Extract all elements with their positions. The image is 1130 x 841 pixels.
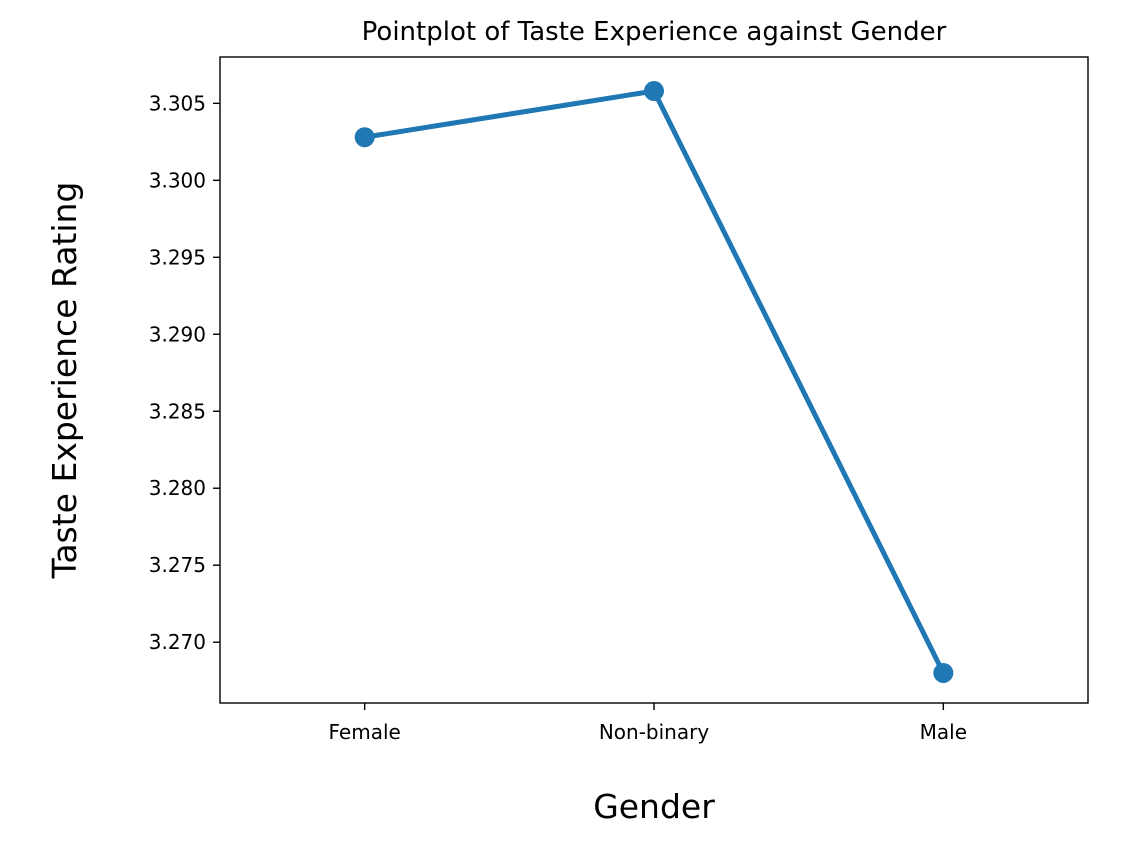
data-point-non-binary xyxy=(644,81,664,102)
y-tick-label: 3.295 xyxy=(149,245,206,269)
chart-title: Pointplot of Taste Experience against Ge… xyxy=(362,17,947,47)
series-line xyxy=(362,88,946,676)
y-tick-label: 3.305 xyxy=(149,91,206,115)
y-tick-label: 3.275 xyxy=(149,553,206,577)
data-point-male xyxy=(933,662,954,683)
data-point-female xyxy=(354,127,375,148)
x-tick-label: Non-binary xyxy=(599,720,709,744)
y-tick-label: 3.300 xyxy=(149,168,206,192)
series-layer xyxy=(354,81,954,683)
x-tick-label: Male xyxy=(920,720,967,744)
x-axis-ticks: Female Non-binary Male xyxy=(329,703,967,744)
y-axis-ticks: 3.270 3.275 3.280 3.285 3.290 3.295 3.300 3.305 xyxy=(149,91,220,654)
y-tick-label: 3.290 xyxy=(149,322,206,346)
y-tick-label: 3.280 xyxy=(149,476,206,500)
y-tick-label: 3.270 xyxy=(149,630,206,654)
y-tick-label: 3.285 xyxy=(149,399,206,423)
y-axis-label: Taste Experience Rating xyxy=(45,182,84,580)
x-axis-label: Gender xyxy=(593,787,715,826)
plot-frame xyxy=(219,56,1089,704)
x-tick-label: Female xyxy=(329,720,401,744)
